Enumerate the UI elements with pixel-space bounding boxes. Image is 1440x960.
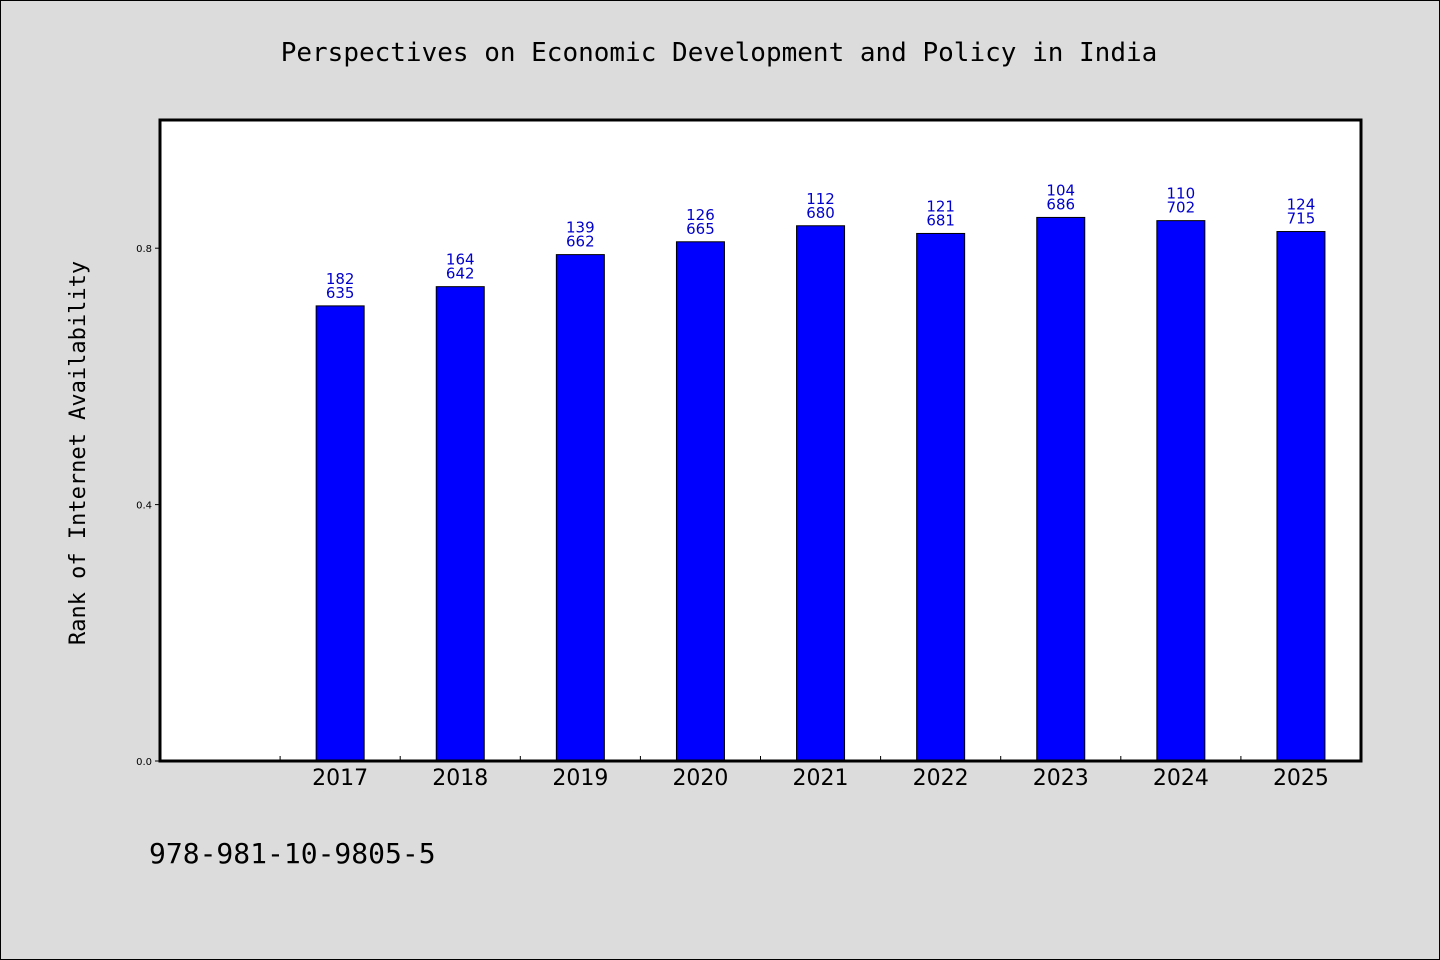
x-tick-labels: 2017 2018 2019 2020 2021 2022 2023 2024 2025 [312, 766, 1329, 791]
x-tick-label: 2019 [552, 766, 608, 791]
bar [796, 225, 846, 762]
x-tick-label: 2018 [432, 766, 488, 791]
bar [1276, 231, 1326, 762]
x-tick-label: 2023 [1033, 766, 1089, 791]
y-tick-labels: 0.0 0.4 0.8 [136, 244, 152, 768]
x-tick-label: 2024 [1153, 766, 1209, 791]
plot-frame [158, 118, 1363, 763]
bar [1156, 220, 1206, 762]
bar [555, 254, 605, 762]
x-tick-label: 2021 [793, 766, 849, 791]
bar [1036, 216, 1086, 762]
bar-data-label: 104 686 [1046, 181, 1075, 213]
bar [675, 241, 725, 762]
bar-data-label: 121 681 [926, 197, 955, 229]
y-axis-label: Rank of Internet Availability [66, 261, 91, 645]
bar [435, 286, 485, 762]
bar-data-label: 112 680 [806, 190, 835, 222]
x-tick-label: 2022 [913, 766, 969, 791]
y-tick-label: 0.4 [136, 501, 152, 512]
bar-data-label: 139 662 [566, 219, 595, 251]
bar-data-label: 110 702 [1167, 185, 1196, 217]
bars [315, 216, 1326, 762]
data-labels: 182 635 164 642 139 662 126 665 112 680 121 681 104 6… [326, 181, 1315, 301]
bar-data-label: 164 642 [446, 251, 475, 283]
bar [315, 305, 365, 762]
x-tick-label: 2025 [1273, 766, 1329, 791]
x-tick-label: 2017 [312, 766, 368, 791]
bar-data-label: 182 635 [326, 270, 355, 302]
y-tick-label: 0.0 [136, 757, 152, 768]
x-tick-label: 2020 [672, 766, 728, 791]
isbn-label: 978-981-10-9805-5 [149, 837, 436, 870]
y-tick-label: 0.8 [136, 244, 152, 255]
bar [916, 232, 966, 762]
bar-data-label: 126 665 [686, 206, 715, 238]
chart-title: Perspectives on Economic Development and… [281, 38, 1158, 68]
bar-data-label: 124 715 [1287, 196, 1316, 228]
